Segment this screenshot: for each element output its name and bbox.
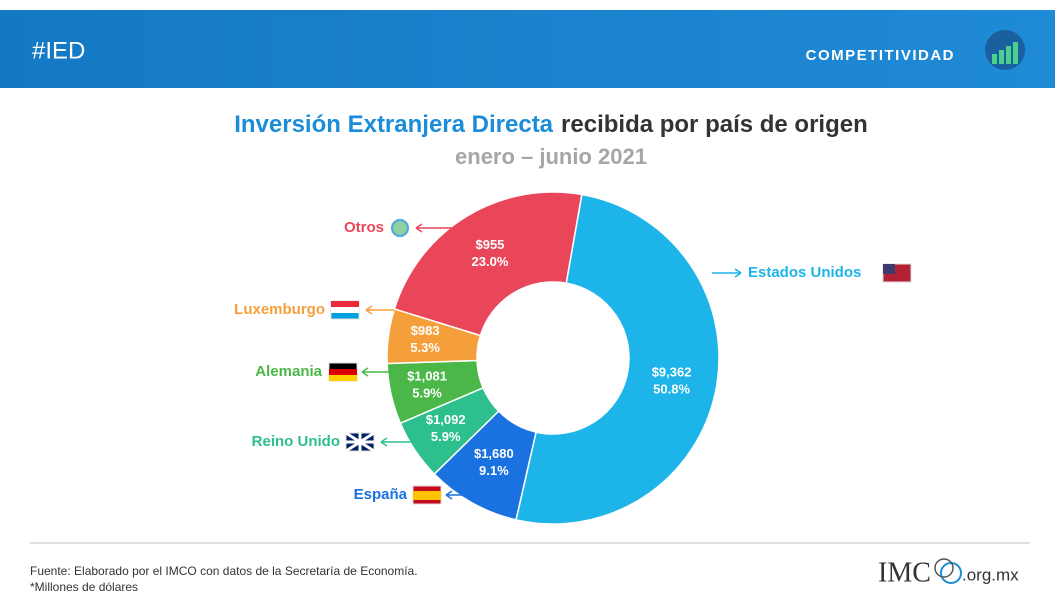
arrow-head xyxy=(380,437,388,447)
category-label: España xyxy=(354,486,408,503)
category-label: Otros xyxy=(344,219,384,236)
logo: IMC xyxy=(878,557,931,588)
category-label: Reino Unido xyxy=(252,433,340,450)
globe-icon xyxy=(391,219,409,237)
arrow-head xyxy=(445,490,453,500)
flag-band xyxy=(331,307,359,313)
value-label: 50.8% xyxy=(653,381,690,396)
category-label: Luxemburgo xyxy=(234,301,325,318)
arrow-head xyxy=(734,268,742,278)
arrow-head xyxy=(361,367,369,377)
value-label: 5.9% xyxy=(431,429,461,444)
flag-band xyxy=(331,301,359,307)
value-label: 5.9% xyxy=(412,385,442,400)
section-icon xyxy=(985,30,1025,70)
flag-band xyxy=(329,369,357,375)
amount-label: $1,680 xyxy=(474,446,514,461)
category-label: Alemania xyxy=(255,363,322,380)
slice xyxy=(393,191,583,337)
flag-canton xyxy=(883,264,895,274)
amount-label: $1,081 xyxy=(407,368,447,383)
value-label: 23.0% xyxy=(472,254,509,269)
arrow-head xyxy=(365,305,373,315)
flag-band xyxy=(413,491,441,500)
value-label: 9.1% xyxy=(479,463,509,478)
flag-band xyxy=(329,375,357,381)
arrow-head xyxy=(415,223,423,233)
amount-label: $955 xyxy=(475,237,504,252)
footer-source: Fuente: Elaborado por el IMCO con datos … xyxy=(30,564,418,578)
hashtag: #IED xyxy=(32,37,85,64)
category-label: Estados Unidos xyxy=(748,264,861,281)
flag-cross xyxy=(345,431,375,453)
chart-title: Inversión Extranjera Directa recibida por… xyxy=(234,111,868,138)
slice xyxy=(515,193,720,525)
chart-subtitle: enero – junio 2021 xyxy=(455,144,647,169)
section-label: COMPETITIVIDAD xyxy=(806,47,955,64)
logo-mark xyxy=(934,558,954,578)
header-band xyxy=(0,10,1055,88)
amount-label: $9,362 xyxy=(652,364,692,379)
value-label: 5.3% xyxy=(410,340,440,355)
footer-note: *Millones de dólares xyxy=(30,580,138,594)
title-highlight: Inversión Extranjera Directa xyxy=(234,111,553,138)
title-rest: recibida por país de origen xyxy=(561,111,868,138)
logo-domain: .org.mx xyxy=(962,565,1019,584)
amount-label: $1,092 xyxy=(426,412,466,427)
amount-label: $983 xyxy=(411,323,440,338)
